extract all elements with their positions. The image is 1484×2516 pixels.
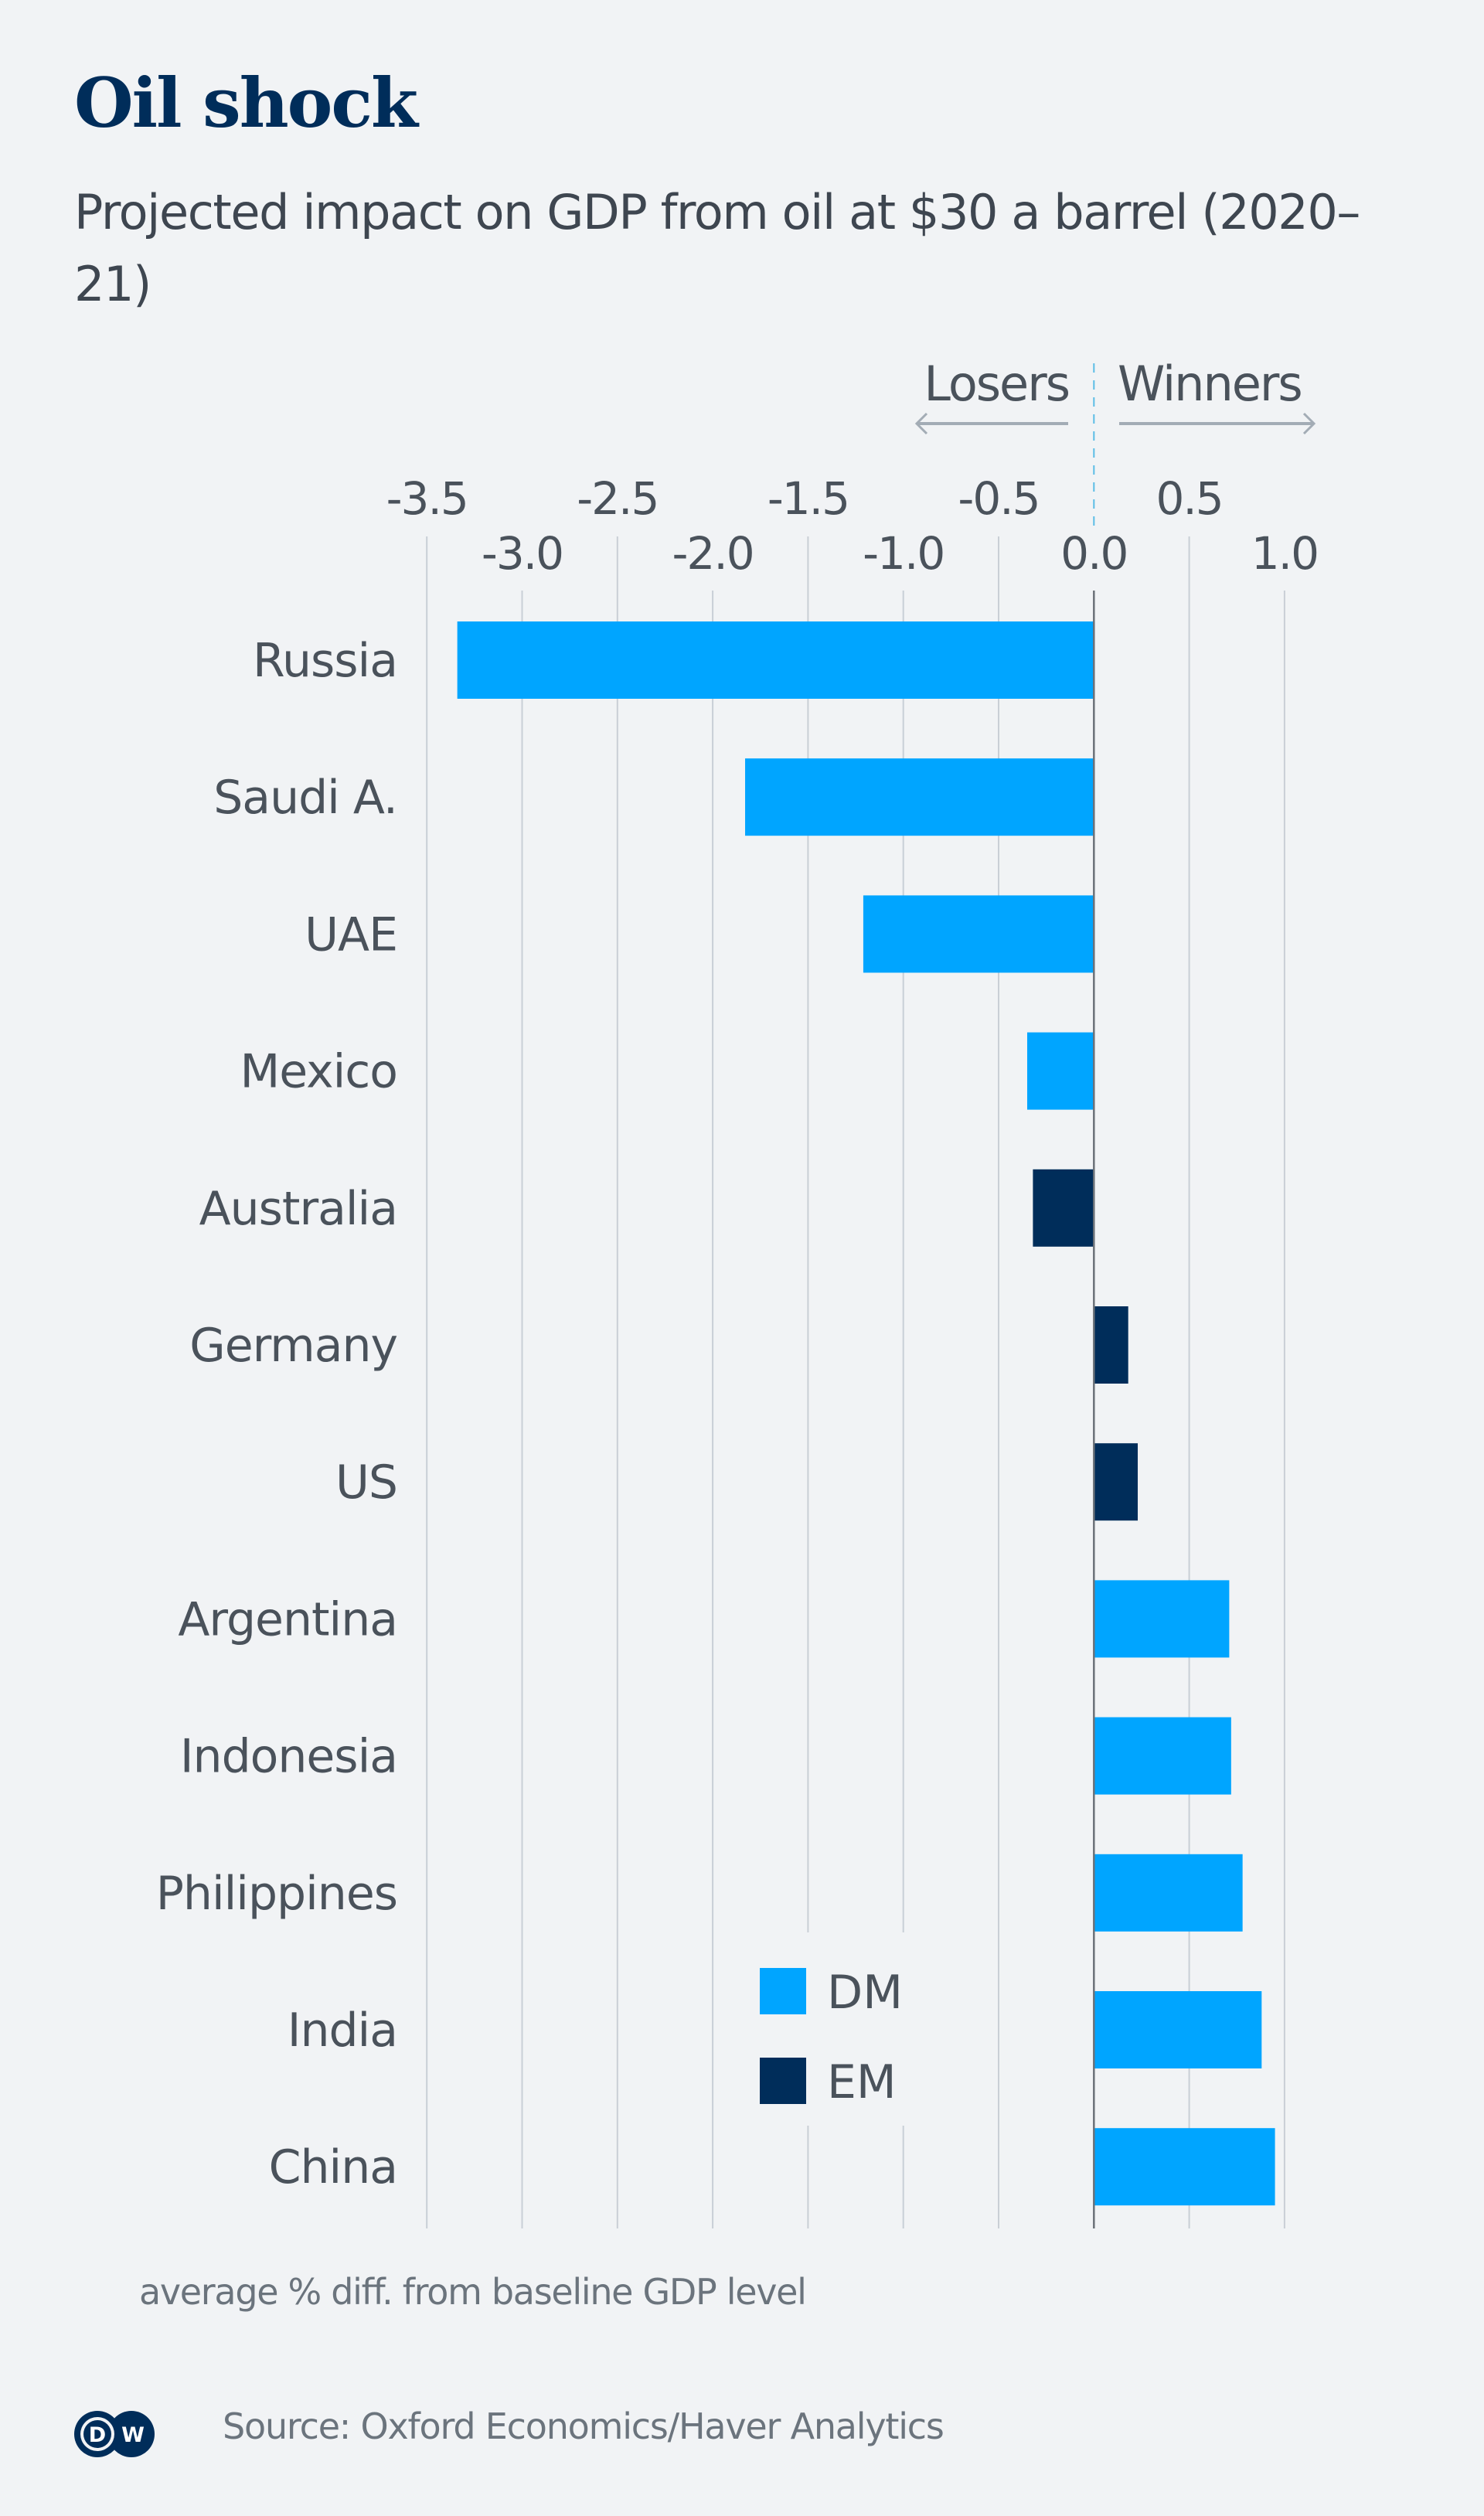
dw-logo-icon: D W — [74, 2411, 155, 2457]
x-axis-ticks: -3.5 -3.0 -2.5 -2.0 -1.5 -1.0 -0.5 0.0 0.5 1.0 — [386, 472, 1319, 580]
category-label: Russia — [253, 634, 397, 688]
axis-footnote: average % diff. from baseline GDP level — [139, 2271, 807, 2313]
category-label: India — [288, 2004, 397, 2058]
x-tick-label: 0.5 — [1156, 472, 1222, 525]
category-label: Argentina — [178, 1592, 397, 1646]
category-label: Philippines — [156, 1867, 397, 1921]
source-text: Source: Oxford Economics/Haver Analytics — [223, 2405, 945, 2447]
bar-germany — [1094, 1306, 1128, 1384]
bar-indonesia — [1094, 1717, 1231, 1795]
category-label: US — [335, 1455, 397, 1510]
direction-annotation: Losers Winners — [914, 356, 1316, 533]
arrow-right-icon — [1119, 412, 1316, 435]
bar-us — [1094, 1443, 1139, 1521]
bar-australia — [1033, 1169, 1094, 1247]
legend-swatch-dm — [760, 1968, 806, 2014]
x-tick-label: -2.0 — [672, 527, 754, 580]
bar-china — [1094, 2128, 1275, 2206]
x-tick-label: -2.5 — [577, 472, 658, 525]
bar-philippines — [1094, 1854, 1243, 1932]
bar-saudi-a — [745, 758, 1094, 836]
x-tick-label: -0.5 — [958, 472, 1039, 525]
chart-title: Oil shock — [74, 63, 418, 143]
category-label: Indonesia — [180, 1730, 397, 1784]
category-label: Germany — [189, 1319, 397, 1373]
legend-label-em: EM — [827, 2055, 897, 2109]
legend: DM EM — [742, 1932, 928, 2126]
bar-argentina — [1094, 1580, 1230, 1658]
losers-label: Losers — [924, 356, 1069, 412]
category-labels: Russia Saudi A. UAE Mexico Australia Germany U… — [156, 634, 398, 2194]
x-tick-label: -1.0 — [863, 527, 944, 580]
bar-mexico — [1026, 1032, 1094, 1110]
category-label: Australia — [199, 1182, 397, 1236]
x-tick-label: 0.0 — [1060, 527, 1127, 580]
x-tick-label: -3.0 — [482, 527, 563, 580]
bar-russia — [457, 621, 1094, 699]
arrow-left-icon — [914, 412, 1068, 435]
bars — [457, 621, 1275, 2206]
category-label: UAE — [305, 907, 397, 962]
bar-uae — [863, 895, 1094, 973]
category-label: China — [269, 2140, 397, 2194]
x-tick-label: -1.5 — [768, 472, 849, 525]
logo-letter-d: D — [89, 2423, 106, 2447]
bar-india — [1094, 1991, 1262, 2068]
legend-label-dm: DM — [827, 1966, 903, 2020]
logo-letter-w: W — [121, 2423, 145, 2447]
category-label: Saudi A. — [213, 771, 397, 825]
chart-subtitle: Projected impact on GDP from oil at $30 … — [74, 184, 1360, 312]
winners-label: Winners — [1118, 356, 1302, 412]
x-tick-label: 1.0 — [1251, 527, 1318, 580]
legend-swatch-em — [760, 2058, 806, 2104]
x-tick-label: -3.5 — [386, 472, 468, 525]
category-label: Mexico — [240, 1045, 397, 1099]
